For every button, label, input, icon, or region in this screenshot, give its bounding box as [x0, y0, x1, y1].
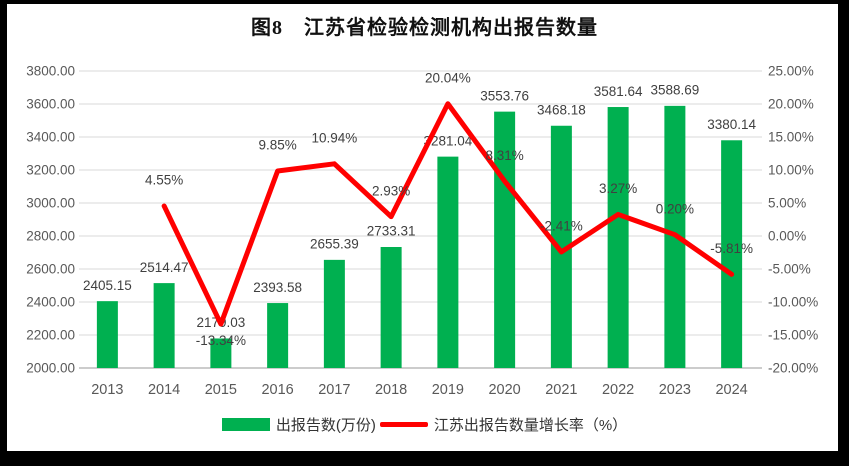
legend-label-growth-rate: 江苏出报告数量增长率（%）	[433, 417, 628, 434]
bar-value-label: 3468.18	[537, 102, 586, 117]
growth-rate-line	[161, 101, 735, 327]
bar-2017	[323, 259, 345, 368]
bar-value-label: 2655.39	[310, 237, 359, 252]
bar-2022	[607, 107, 629, 368]
chart-canvas	[7, 4, 838, 451]
right-axis-tick-label: 5.00%	[768, 196, 806, 211]
bar-2018	[380, 247, 402, 368]
bar-2021	[550, 125, 572, 368]
left-axis-tick-label: 3000.00	[26, 196, 75, 211]
growth-rate-label: -5.81%	[710, 241, 753, 256]
right-axis-tick-label: -20.00%	[768, 361, 818, 376]
left-axis-tick-label: 3600.00	[26, 97, 75, 112]
legend-item-reports: 出报告数(万份)	[221, 414, 376, 435]
x-axis-year-label: 2015	[205, 382, 237, 398]
bar-value-label: 3553.76	[480, 88, 529, 103]
bar-2024	[721, 140, 743, 368]
bar-series-swatch-icon	[221, 418, 270, 431]
bar-value-label: 3281.04	[423, 133, 472, 148]
left-axis-tick-label: 2800.00	[26, 229, 75, 244]
bar-2019	[437, 156, 459, 368]
growth-rate-label: 9.85%	[258, 138, 296, 153]
x-axis-year-label: 2019	[432, 382, 464, 398]
growth-rate-label: 20.04%	[425, 70, 471, 85]
growth-rate-label: 8.31%	[485, 148, 523, 163]
chart-title: 图8 江苏省检验检测机构出报告数量	[251, 17, 598, 39]
growth-rate-label: 10.94%	[311, 131, 357, 146]
right-axis-tick-label: -5.00%	[768, 262, 811, 277]
bar-value-label: 2514.47	[140, 260, 189, 275]
right-axis-tick-label: -10.00%	[768, 295, 818, 310]
left-axis-tick-label: 3200.00	[26, 163, 75, 178]
growth-rate-label: 0.20%	[656, 201, 694, 216]
growth-rate-label: 2.93%	[372, 183, 410, 198]
x-axis-year-label: 2024	[715, 382, 747, 398]
bar-value-label: 3581.64	[594, 84, 643, 99]
bar-value-label: 2393.58	[253, 280, 302, 295]
left-axis-tick-label: 3800.00	[26, 64, 75, 79]
growth-rate-label: 4.55%	[145, 173, 183, 188]
bar-value-label: 3588.69	[650, 83, 699, 98]
growth-rate-label: -2.41%	[540, 219, 583, 234]
growth-rate-label: 3.27%	[599, 181, 637, 196]
bar-value-label: 2733.31	[367, 224, 416, 239]
right-axis-tick-label: 25.00%	[768, 64, 814, 79]
bar-2013	[96, 301, 118, 368]
left-axis-tick-label: 2600.00	[26, 262, 75, 277]
bar-value-label: 3380.14	[707, 117, 756, 132]
legend-item-growth-rate: 江苏出报告数量增长率（%）	[379, 414, 628, 435]
x-axis-year-label: 2023	[659, 382, 691, 398]
x-axis-year-label: 2016	[261, 382, 293, 398]
bar-2015	[210, 338, 232, 368]
x-axis-year-label: 2021	[545, 382, 577, 398]
x-axis-year-label: 2017	[318, 382, 350, 398]
right-axis-tick-label: -15.00%	[768, 328, 818, 343]
left-axis-tick-label: 3400.00	[26, 130, 75, 145]
right-axis-tick-label: 10.00%	[768, 163, 814, 178]
x-axis-year-label: 2022	[602, 382, 634, 398]
growth-rate-label: -13.34%	[196, 333, 246, 348]
bar-value-label: 2405.15	[83, 278, 132, 293]
chart-legend: 出报告数(万份) 江苏出报告数量增长率（%）	[0, 414, 849, 435]
x-axis-year-label: 2014	[148, 382, 180, 398]
bar-2016	[267, 303, 289, 368]
line-series-swatch-icon	[379, 422, 428, 427]
right-axis-tick-label: 0.00%	[768, 229, 806, 244]
right-axis-tick-label: 15.00%	[768, 130, 814, 145]
bar-2014	[153, 283, 175, 368]
legend-label-reports: 出报告数(万份)	[275, 417, 376, 434]
left-axis-tick-label: 2000.00	[26, 361, 75, 376]
x-axis-year-label: 2020	[488, 382, 520, 398]
left-axis-tick-label: 2200.00	[26, 328, 75, 343]
right-axis-tick-label: 20.00%	[768, 97, 814, 112]
x-axis-year-label: 2018	[375, 382, 407, 398]
left-axis-tick-label: 2400.00	[26, 295, 75, 310]
x-axis-year-label: 2013	[91, 382, 123, 398]
